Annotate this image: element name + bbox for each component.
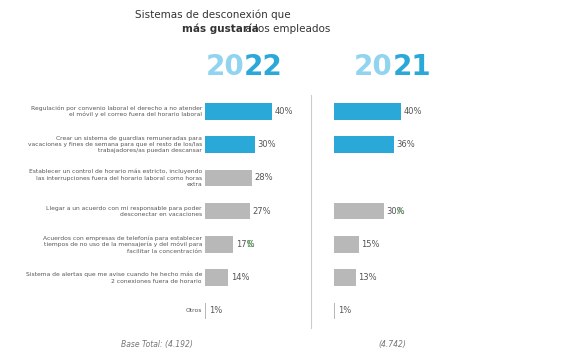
Bar — [334, 136, 394, 153]
Text: 40%: 40% — [403, 107, 422, 116]
Text: 28%: 28% — [254, 173, 273, 182]
Text: Base Total: (4.192): Base Total: (4.192) — [121, 340, 193, 349]
Bar — [334, 236, 359, 253]
Text: 21: 21 — [393, 54, 431, 81]
Bar — [205, 170, 251, 186]
Text: 17%: 17% — [236, 240, 254, 249]
Text: 1%: 1% — [209, 306, 222, 316]
Bar — [205, 203, 250, 219]
Text: 20: 20 — [205, 54, 244, 81]
Bar — [205, 302, 206, 319]
Text: Crear un sistema de guardias remuneradas para
vacaciones y fines de semana para : Crear un sistema de guardias remuneradas… — [27, 136, 202, 153]
Text: 27%: 27% — [252, 207, 271, 215]
Text: 14%: 14% — [231, 273, 249, 282]
Text: Sistema de alertas que me avise cuando he hecho más de
2 conexiones fuera de hor: Sistema de alertas que me avise cuando h… — [26, 272, 202, 284]
Bar — [205, 136, 255, 153]
Bar — [205, 103, 272, 120]
Text: B: B — [246, 240, 252, 249]
Text: 36%: 36% — [397, 140, 415, 149]
Text: A: A — [397, 207, 403, 215]
Text: 22: 22 — [244, 54, 283, 81]
Text: a los empleados: a los empleados — [242, 24, 331, 33]
Text: más gustaría: más gustaría — [182, 24, 259, 34]
Text: 40%: 40% — [274, 107, 293, 116]
Text: 13%: 13% — [358, 273, 376, 282]
Bar — [205, 269, 228, 286]
Text: Sistemas de desconexión que: Sistemas de desconexión que — [135, 9, 291, 20]
Bar — [205, 236, 233, 253]
Bar — [334, 103, 401, 120]
Text: (4.742): (4.742) — [379, 340, 407, 349]
Bar — [334, 269, 356, 286]
Text: 1%: 1% — [338, 306, 351, 316]
Text: Otros: Otros — [186, 308, 202, 313]
Text: 20: 20 — [354, 54, 393, 81]
Text: 15%: 15% — [361, 240, 380, 249]
Text: Acuerdos con empresas de telefonía para establecer
tiempos de no uso de la mensa: Acuerdos con empresas de telefonía para … — [43, 235, 202, 254]
Text: 30%: 30% — [387, 207, 405, 215]
Text: 30%: 30% — [257, 140, 276, 149]
Text: Establecer un control de horario más estricto, incluyendo
las interrupciones fue: Establecer un control de horario más est… — [29, 169, 202, 187]
Text: Regulación por convenio laboral el derecho a no atender
el móvil y el correo fue: Regulación por convenio laboral el derec… — [31, 105, 202, 118]
Bar — [334, 302, 335, 319]
Bar — [334, 203, 384, 219]
Text: Llegar a un acuerdo con mi responsable para poder
desconectar en vacaciones: Llegar a un acuerdo con mi responsable p… — [47, 206, 202, 217]
